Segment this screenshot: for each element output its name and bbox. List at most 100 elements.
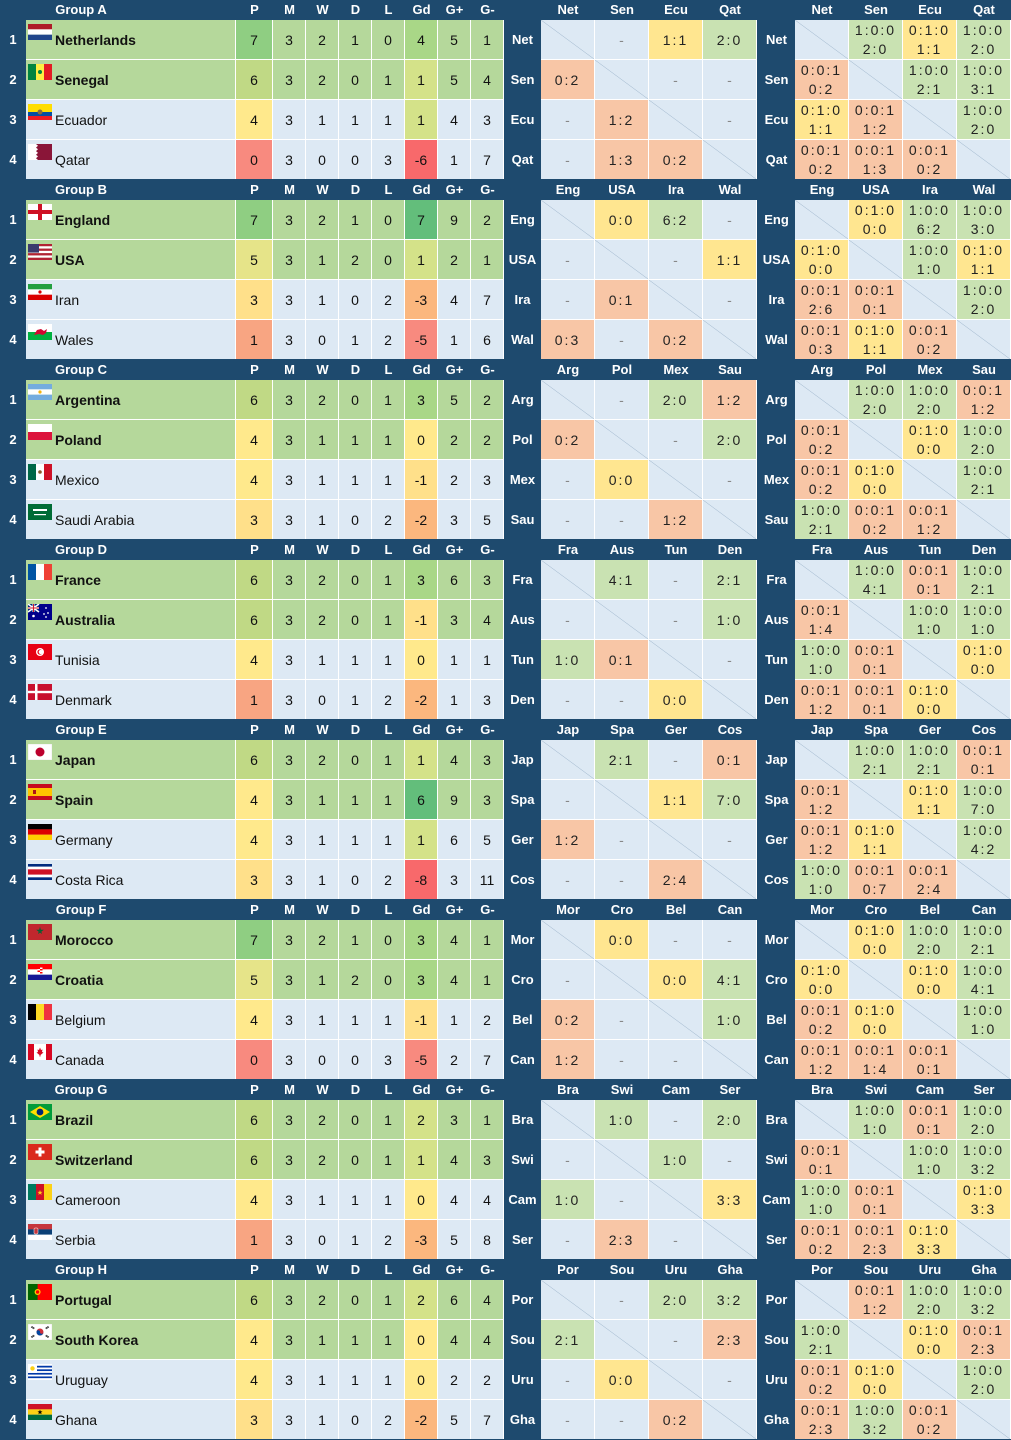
outcome-cell[interactable]: 1:0:0 2:0 bbox=[957, 420, 1011, 459]
match-result-cell[interactable]: - bbox=[595, 1040, 649, 1079]
match-result-cell[interactable]: 0:0 bbox=[595, 460, 649, 499]
outcome-cell[interactable]: 1:0:0 1:0 bbox=[903, 1140, 957, 1179]
match-result-cell[interactable]: 1:1 bbox=[649, 780, 703, 819]
outcome-cell[interactable]: 1:0:0 1:0 bbox=[903, 600, 957, 639]
match-result-cell[interactable]: 3:2 bbox=[703, 1280, 757, 1319]
match-result-cell[interactable]: - bbox=[595, 860, 649, 899]
match-result-cell[interactable]: 0:3 bbox=[541, 320, 595, 359]
match-result-cell[interactable]: 0:1 bbox=[595, 640, 649, 679]
match-result-cell[interactable]: 2:1 bbox=[541, 1320, 595, 1359]
team-row[interactable]: Senegal bbox=[26, 60, 236, 99]
outcome-cell[interactable]: 0:1:0 1:1 bbox=[903, 20, 957, 59]
match-result-cell[interactable]: - bbox=[703, 1360, 757, 1399]
outcome-cell[interactable]: 0:0:1 2:4 bbox=[903, 860, 957, 899]
match-result-cell[interactable]: - bbox=[541, 1360, 595, 1399]
match-result-cell[interactable]: 1:1 bbox=[649, 20, 703, 59]
match-result-cell[interactable]: 0:0 bbox=[649, 680, 703, 719]
outcome-cell[interactable]: 0:1:0 3:3 bbox=[957, 1180, 1011, 1219]
outcome-cell[interactable]: 0:0:1 1:2 bbox=[795, 680, 849, 719]
match-result-cell[interactable]: 1:0 bbox=[703, 1000, 757, 1039]
match-result-cell[interactable]: 1:2 bbox=[649, 500, 703, 539]
team-row[interactable]: Belgium bbox=[26, 1000, 236, 1039]
match-result-cell[interactable]: 2:0 bbox=[703, 420, 757, 459]
outcome-cell[interactable]: 1:0:0 3:2 bbox=[849, 1400, 903, 1439]
match-result-cell[interactable]: - bbox=[595, 380, 649, 419]
match-result-cell[interactable]: 1:0 bbox=[541, 640, 595, 679]
outcome-cell[interactable]: 0:1:0 0:0 bbox=[849, 200, 903, 239]
outcome-cell[interactable]: 0:1:0 3:3 bbox=[903, 1220, 957, 1259]
outcome-cell[interactable]: 0:0:1 0:2 bbox=[903, 140, 957, 179]
outcome-cell[interactable]: 0:0:1 1:4 bbox=[849, 1040, 903, 1079]
match-result-cell[interactable]: 2:3 bbox=[703, 1320, 757, 1359]
team-row[interactable]: Brazil bbox=[26, 1100, 236, 1139]
match-result-cell[interactable]: - bbox=[703, 460, 757, 499]
outcome-cell[interactable]: 1:0:0 4:2 bbox=[957, 820, 1011, 859]
outcome-cell[interactable]: 0:0:1 2:3 bbox=[795, 1400, 849, 1439]
outcome-cell[interactable]: 1:0:0 3:1 bbox=[957, 60, 1011, 99]
outcome-cell[interactable]: 1:0:0 2:1 bbox=[903, 60, 957, 99]
team-row[interactable]: Canada bbox=[26, 1040, 236, 1079]
match-result-cell[interactable]: - bbox=[595, 680, 649, 719]
team-row[interactable]: Croatia bbox=[26, 960, 236, 999]
outcome-cell[interactable]: 0:0:1 1:3 bbox=[849, 140, 903, 179]
match-result-cell[interactable]: 0:2 bbox=[649, 1400, 703, 1439]
match-result-cell[interactable]: 1:0 bbox=[703, 600, 757, 639]
outcome-cell[interactable]: 0:0:1 1:2 bbox=[957, 380, 1011, 419]
outcome-cell[interactable]: 0:0:1 0:2 bbox=[795, 1360, 849, 1399]
team-row[interactable]: Mexico bbox=[26, 460, 236, 499]
match-result-cell[interactable]: - bbox=[541, 100, 595, 139]
match-result-cell[interactable]: - bbox=[541, 860, 595, 899]
team-row[interactable]: Portugal bbox=[26, 1280, 236, 1319]
match-result-cell[interactable]: 4:1 bbox=[595, 560, 649, 599]
outcome-cell[interactable]: 1:0:0 1:0 bbox=[903, 240, 957, 279]
match-result-cell[interactable]: - bbox=[541, 1220, 595, 1259]
match-result-cell[interactable]: 0:2 bbox=[541, 60, 595, 99]
match-result-cell[interactable]: - bbox=[703, 920, 757, 959]
outcome-cell[interactable]: 0:0:1 2:3 bbox=[849, 1220, 903, 1259]
outcome-cell[interactable]: 0:0:1 0:1 bbox=[849, 680, 903, 719]
match-result-cell[interactable]: - bbox=[595, 820, 649, 859]
team-row[interactable]: Poland bbox=[26, 420, 236, 459]
match-result-cell[interactable]: - bbox=[703, 820, 757, 859]
match-result-cell[interactable]: 0:1 bbox=[703, 740, 757, 779]
outcome-cell[interactable]: 1:0:0 3:0 bbox=[957, 200, 1011, 239]
outcome-cell[interactable]: 0:0:1 0:1 bbox=[903, 1100, 957, 1139]
outcome-cell[interactable]: 1:0:0 3:2 bbox=[957, 1140, 1011, 1179]
outcome-cell[interactable]: 1:0:0 1:0 bbox=[795, 860, 849, 899]
match-result-cell[interactable]: - bbox=[649, 1320, 703, 1359]
outcome-cell[interactable]: 1:0:0 1:0 bbox=[957, 600, 1011, 639]
match-result-cell[interactable]: 2:1 bbox=[703, 560, 757, 599]
team-row[interactable]: Denmark bbox=[26, 680, 236, 719]
match-result-cell[interactable]: 0:0 bbox=[595, 200, 649, 239]
outcome-cell[interactable]: 0:1:0 1:1 bbox=[957, 240, 1011, 279]
match-result-cell[interactable]: - bbox=[649, 1040, 703, 1079]
match-result-cell[interactable]: 4:1 bbox=[703, 960, 757, 999]
match-result-cell[interactable]: - bbox=[649, 560, 703, 599]
outcome-cell[interactable]: 0:0:1 0:2 bbox=[795, 460, 849, 499]
outcome-cell[interactable]: 0:0:1 2:6 bbox=[795, 280, 849, 319]
match-result-cell[interactable]: - bbox=[649, 600, 703, 639]
team-row[interactable]: Uruguay bbox=[26, 1360, 236, 1399]
team-row[interactable]: Qatar bbox=[26, 140, 236, 179]
outcome-cell[interactable]: 0:0:1 0:2 bbox=[795, 1000, 849, 1039]
match-result-cell[interactable]: - bbox=[541, 960, 595, 999]
outcome-cell[interactable]: 1:0:0 2:0 bbox=[849, 20, 903, 59]
outcome-cell[interactable]: 1:0:0 1:0 bbox=[957, 1000, 1011, 1039]
match-result-cell[interactable]: - bbox=[595, 1180, 649, 1219]
outcome-cell[interactable]: 0:0:1 1:2 bbox=[849, 100, 903, 139]
match-result-cell[interactable]: 0:0 bbox=[649, 960, 703, 999]
match-result-cell[interactable]: 7:0 bbox=[703, 780, 757, 819]
team-row[interactable]: USA bbox=[26, 240, 236, 279]
match-result-cell[interactable]: - bbox=[649, 420, 703, 459]
outcome-cell[interactable]: 1:0:0 2:0 bbox=[849, 380, 903, 419]
outcome-cell[interactable]: 0:1:0 1:1 bbox=[849, 320, 903, 359]
outcome-cell[interactable]: 0:1:0 0:0 bbox=[903, 420, 957, 459]
team-row[interactable]: South Korea bbox=[26, 1320, 236, 1359]
outcome-cell[interactable]: 0:0:1 0:1 bbox=[957, 740, 1011, 779]
outcome-cell[interactable]: 0:0:1 0:3 bbox=[795, 320, 849, 359]
outcome-cell[interactable]: 0:0:1 0:2 bbox=[795, 60, 849, 99]
team-row[interactable]: Japan bbox=[26, 740, 236, 779]
match-result-cell[interactable]: 3:3 bbox=[703, 1180, 757, 1219]
outcome-cell[interactable]: 0:1:0 1:1 bbox=[849, 820, 903, 859]
outcome-cell[interactable]: 0:0:1 0:2 bbox=[903, 1400, 957, 1439]
